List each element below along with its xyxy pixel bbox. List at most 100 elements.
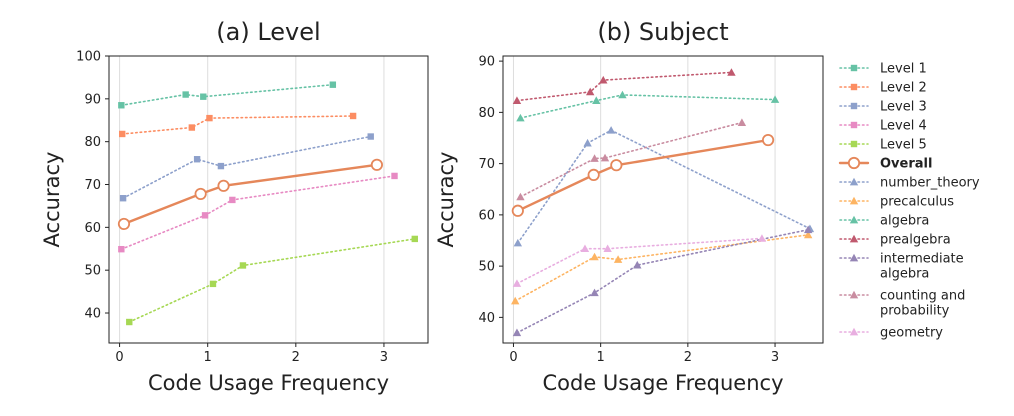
data-point-counting-and-probability: [590, 154, 599, 162]
series-precalculus: [511, 230, 813, 305]
data-point-number-theory: [606, 126, 616, 134]
series-line-level-1: [120, 83, 334, 107]
data-point-geometry: [512, 279, 522, 287]
data-point-overall: [370, 158, 383, 171]
legend-entry-precalculus: precalculus: [839, 195, 954, 210]
legend-marker: [849, 327, 859, 336]
x-tick-label: 0: [509, 350, 517, 365]
legend-entry-prealgebra: prealgebra: [839, 233, 951, 248]
legend-entry-level-4: Level 4: [839, 119, 927, 134]
data-point-level-3: [193, 156, 201, 163]
chart-panel-1: 0 1 2 3 40 50 60 70 80 90 100 (a) Level Code Usage F…: [40, 18, 429, 395]
data-point-intermediate-algebra: [803, 225, 813, 234]
series-level-5: [126, 235, 418, 326]
data-point-level-4: [118, 245, 125, 253]
series-line-overall: [516, 138, 770, 213]
data-point-prealgebra: [727, 68, 736, 76]
legend-marker: [850, 64, 858, 72]
x-tick-label: 3: [380, 350, 388, 365]
data-point-level-5: [126, 318, 133, 326]
y-tick-label: 80: [478, 106, 495, 121]
legend-label: number_theory: [880, 176, 980, 191]
y-tick-label: 100: [76, 50, 101, 65]
legend-entry-level-2: Level 2: [839, 81, 927, 96]
data-point-number-theory: [513, 238, 523, 247]
x-tick-label: 1: [597, 350, 605, 365]
data-point-number-theory: [583, 138, 592, 147]
legend-label: Level 3: [880, 100, 927, 115]
series-line-level-5: [128, 238, 416, 323]
y-tick-label: 90: [84, 92, 101, 107]
data-point-precalculus: [590, 252, 599, 261]
chart-title: (b) Subject: [597, 18, 728, 46]
series-prealgebra: [512, 68, 736, 104]
legend-label: Level 4: [880, 119, 927, 134]
legend-marker: [850, 140, 858, 148]
data-point-level-3: [119, 195, 127, 202]
data-point-overall: [117, 217, 131, 231]
y-tick-label: 50: [84, 264, 101, 279]
data-point-prealgebra: [512, 96, 522, 104]
x-axis-label: Code Usage Frequency: [542, 371, 783, 395]
legend-entry-level-5: Level 5: [839, 138, 927, 153]
series-level-3: [119, 133, 374, 202]
data-point-level-5: [411, 235, 418, 243]
data-point-level-4: [391, 172, 398, 180]
data-point-counting-and-probability: [600, 153, 610, 162]
data-point-level-5: [239, 262, 247, 269]
legend-label: algebra: [880, 267, 929, 282]
series-geometry: [512, 234, 767, 287]
data-point-precalculus: [511, 296, 520, 305]
y-tick-label: 40: [84, 307, 101, 322]
legend-marker: [849, 253, 859, 262]
legend-label: Level 2: [880, 81, 927, 96]
series-overall: [511, 133, 775, 217]
y-tick-label: 40: [478, 311, 495, 326]
legend-label: intermediate: [880, 252, 964, 267]
x-tick-label: 2: [684, 350, 692, 365]
legend-marker: [850, 83, 858, 91]
data-point-level-3: [367, 133, 374, 140]
legend-marker: [849, 234, 859, 243]
data-point-overall: [610, 159, 623, 172]
y-tick-label: 90: [478, 55, 495, 70]
data-point-algebra: [516, 113, 525, 122]
series-level-2: [119, 112, 357, 138]
data-point-geometry: [757, 234, 767, 242]
legend-entry-level-1: Level 1: [839, 62, 927, 77]
plot-frame: [502, 55, 824, 344]
data-point-overall: [761, 133, 775, 147]
legend-label: counting and: [880, 289, 965, 304]
data-point-level-3: [217, 162, 225, 170]
data-point-geometry: [603, 244, 612, 253]
legend-entry-number-theory: number_theory: [839, 176, 980, 191]
series-line-algebra: [519, 94, 776, 119]
data-point-intermediate-algebra: [590, 288, 599, 297]
data-point-overall: [511, 204, 524, 217]
data-point-prealgebra: [599, 75, 608, 84]
y-tick-label: 70: [84, 178, 101, 193]
plot-frame: [108, 55, 429, 344]
x-tick-label: 0: [115, 350, 123, 365]
data-point-level-2: [188, 124, 196, 131]
data-point-algebra: [618, 90, 627, 99]
series-line-overall: [122, 163, 379, 226]
data-point-level-5: [209, 280, 217, 288]
series-intermediate-algebra: [512, 225, 813, 337]
data-point-level-4: [229, 196, 236, 204]
data-point-overall: [194, 187, 207, 201]
legend-label: geometry: [880, 326, 943, 341]
data-point-algebra: [770, 95, 780, 103]
legend-entry-level-3: Level 3: [839, 100, 927, 115]
data-point-level-2: [119, 130, 126, 138]
x-axis-label: Code Usage Frequency: [148, 371, 389, 395]
data-point-level-1: [182, 91, 189, 98]
series-line-intermediate-algebra: [516, 228, 810, 334]
data-point-intermediate-algebra: [512, 328, 522, 337]
legend-label: Overall: [880, 157, 932, 172]
data-point-precalculus: [613, 255, 623, 263]
chart-panel-2: 0 1 2 3 40 50 60 70 80 90 (b) Subject Code Usage Fr…: [434, 18, 824, 395]
